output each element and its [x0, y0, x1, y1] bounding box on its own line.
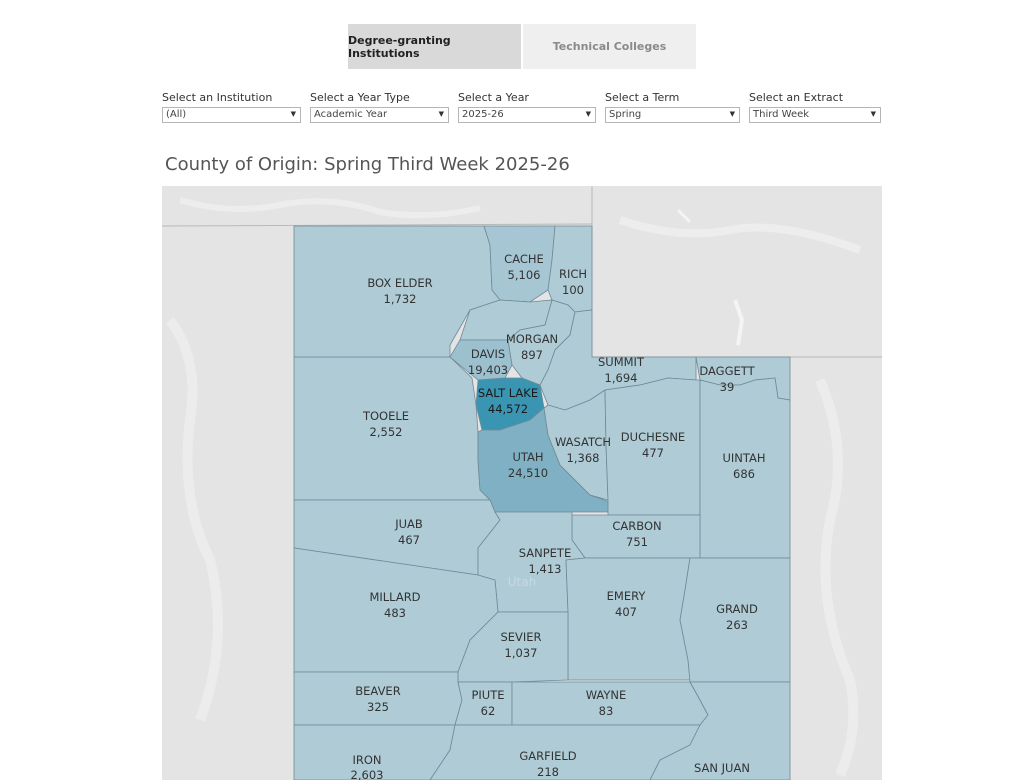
county-label-name: MILLARD: [369, 590, 420, 604]
county-label-name: CARBON: [612, 519, 661, 533]
term-filter-label: Select a Term: [605, 91, 680, 104]
county-label-name: GRAND: [716, 602, 758, 616]
extract-filter: Select an Extract Third Week ▼: [749, 91, 881, 123]
county-map-svg: Utah CACHE 5,106 RICH 100 BOX ELDER 1,73…: [162, 186, 882, 780]
county-label-name: DAVIS: [471, 347, 505, 361]
county-label-name: TOOELE: [362, 409, 409, 423]
county-label-value: 1,368: [567, 451, 600, 465]
dropdown-caret-icon: ▼: [585, 110, 591, 118]
institution-type-tabs: Degree-granting Institutions Technical C…: [348, 24, 696, 69]
extract-select[interactable]: Third Week ▼: [749, 107, 881, 123]
year-type-filter: Select a Year Type Academic Year ▼: [310, 91, 449, 123]
extract-select-value: Third Week: [753, 109, 810, 120]
county-label-value: 407: [615, 605, 637, 619]
river-line: [733, 299, 745, 346]
year-filter-label: Select a Year: [458, 91, 529, 104]
county-label-name: RICH: [559, 267, 587, 281]
tab-degree-granting[interactable]: Degree-granting Institutions: [348, 24, 521, 69]
county-label-value: 1,694: [605, 371, 638, 385]
county-label-name: DAGGETT: [699, 364, 755, 378]
county-label-value: 24,510: [508, 466, 548, 480]
dropdown-caret-icon: ▼: [290, 110, 296, 118]
county-grand[interactable]: [679, 557, 791, 683]
county-label-value: 897: [521, 348, 543, 362]
county-label-name: SALT LAKE: [478, 386, 538, 400]
county-san-juan[interactable]: [649, 681, 791, 780]
county-label-name: IRON: [352, 753, 381, 767]
county-utah[interactable]: [477, 407, 611, 513]
county-label-name: GARFIELD: [519, 749, 576, 763]
county-label-value: 44,572: [488, 402, 528, 416]
county-label-value: 325: [367, 700, 389, 714]
county-label-name: SUMMIT: [598, 355, 645, 369]
institution-filter-label: Select an Institution: [162, 91, 273, 104]
county-label-value: 483: [384, 606, 406, 620]
county-label-value: 1,037: [505, 646, 538, 660]
county-label-value: 263: [726, 618, 748, 632]
county-label-value: 100: [562, 283, 584, 297]
county-label-name: SANPETE: [519, 546, 571, 560]
terrain-texture: [165, 317, 223, 722]
county-label-name: MORGAN: [506, 332, 558, 346]
state-border-line: [162, 223, 593, 227]
county-label-value: 218: [537, 765, 559, 779]
county-label-name: WASATCH: [555, 435, 611, 449]
county-label-name: BEAVER: [355, 684, 400, 698]
county-label-name: EMERY: [607, 589, 647, 603]
year-type-select-value: Academic Year: [314, 109, 388, 120]
county-label-name: WAYNE: [586, 688, 627, 702]
county-beaver[interactable]: [293, 671, 463, 726]
term-filter: Select a Term Spring ▼: [605, 91, 740, 123]
year-filter: Select a Year 2025-26 ▼: [458, 91, 596, 123]
county-wasatch[interactable]: [543, 389, 609, 501]
county-label-value: 62: [481, 704, 496, 718]
county-label-name: PIUTE: [471, 688, 504, 702]
tab-technical-colleges[interactable]: Technical Colleges: [523, 24, 696, 69]
dropdown-caret-icon: ▼: [870, 110, 876, 118]
institution-select[interactable]: (All) ▼: [162, 107, 301, 123]
county-label-value: 2,552: [370, 425, 403, 439]
year-select-value: 2025-26: [462, 109, 504, 120]
county-label-name: SAN JUAN: [694, 761, 750, 775]
extract-filter-label: Select an Extract: [749, 91, 844, 104]
county-label-value: 477: [642, 446, 664, 460]
county-label-value: 39: [720, 380, 735, 394]
county-label-name: SEVIER: [500, 630, 541, 644]
county-label-value: 1,732: [384, 292, 417, 306]
county-label-name: BOX ELDER: [367, 276, 432, 290]
county-map[interactable]: Utah CACHE 5,106 RICH 100 BOX ELDER 1,73…: [162, 186, 882, 780]
year-type-select[interactable]: Academic Year ▼: [310, 107, 449, 123]
state-watermark: Utah: [508, 575, 536, 589]
county-label-value: 686: [733, 467, 755, 481]
terrain-texture: [618, 216, 862, 254]
terrain-texture: [815, 378, 859, 778]
dropdown-caret-icon: ▼: [729, 110, 735, 118]
dropdown-caret-icon: ▼: [438, 110, 444, 118]
year-select[interactable]: 2025-26 ▼: [458, 107, 596, 123]
county-label-value: 467: [398, 533, 420, 547]
county-label-value: 19,403: [468, 363, 508, 377]
county-label-name: DUCHESNE: [621, 430, 685, 444]
county-label-value: 1,413: [529, 562, 562, 576]
year-type-filter-label: Select a Year Type: [310, 91, 410, 104]
term-select-value: Spring: [609, 109, 642, 120]
county-label-name: UTAH: [512, 450, 543, 464]
map-title: County of Origin: Spring Third Week 2025…: [165, 154, 570, 175]
term-select[interactable]: Spring ▼: [605, 107, 740, 123]
county-label-name: UINTAH: [722, 451, 765, 465]
institution-filter: Select an Institution (All) ▼: [162, 91, 301, 123]
county-label-name: JUAB: [394, 517, 423, 531]
terrain-texture: [179, 197, 481, 219]
county-emery[interactable]: [565, 557, 691, 681]
county-label-value: 83: [599, 704, 614, 718]
county-label-value: 751: [626, 535, 648, 549]
institution-select-value: (All): [166, 109, 187, 120]
county-label-name: CACHE: [504, 252, 544, 266]
county-label-value: 5,106: [508, 268, 541, 282]
county-label-value: 2,603: [351, 768, 384, 780]
river-line: [676, 208, 692, 224]
